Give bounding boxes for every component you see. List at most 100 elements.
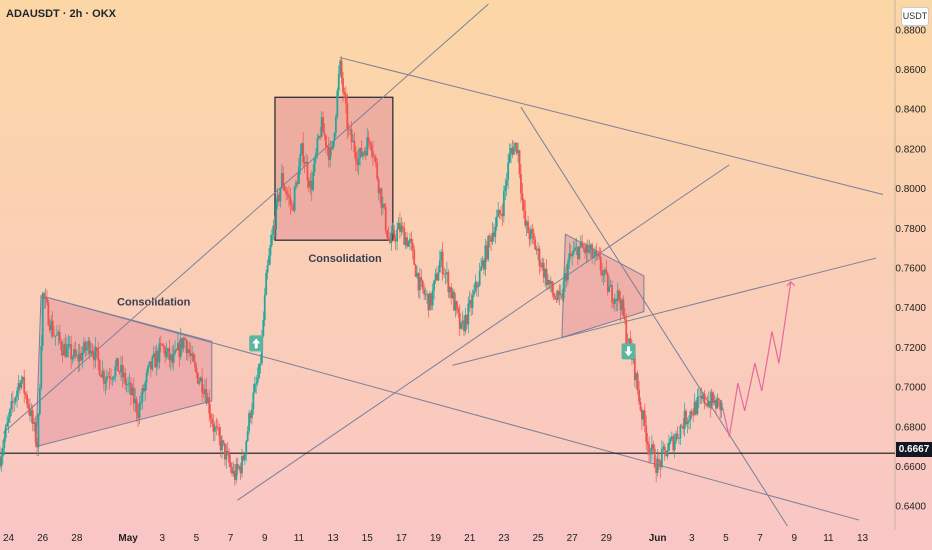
candle-body <box>692 414 695 416</box>
price-axis-tick: 0.8000 <box>895 184 926 195</box>
symbol-title[interactable]: ADAUSDT · 2h · OKX <box>6 8 116 20</box>
candle-body <box>531 229 534 234</box>
candle-body <box>94 347 97 361</box>
candle-body <box>478 270 481 286</box>
candle-body <box>336 90 339 117</box>
time-axis-tick: 9 <box>791 533 797 544</box>
candle-body <box>320 117 323 137</box>
candle-body <box>616 290 619 301</box>
candle-body <box>232 470 235 474</box>
candle-body <box>256 377 259 384</box>
current-price-badge: 0.6667 <box>896 442 932 457</box>
candle-body <box>112 376 115 379</box>
candle-body <box>159 343 162 345</box>
candle-body <box>241 455 243 474</box>
candle-body <box>487 236 490 260</box>
candle-body <box>238 466 241 469</box>
candle-body <box>158 343 161 363</box>
candle-body <box>424 294 427 296</box>
candle-body <box>579 241 582 247</box>
candle-body <box>194 361 196 368</box>
candle-body <box>188 349 191 354</box>
candle-body <box>604 269 606 273</box>
candle-body <box>682 426 685 429</box>
candle-body <box>75 354 78 356</box>
candle-body <box>498 209 501 214</box>
candle-body <box>662 446 665 449</box>
candle-body <box>122 372 125 378</box>
candle-body <box>551 281 554 293</box>
candle-body <box>715 400 717 409</box>
candle-body <box>488 236 491 238</box>
candle-body <box>702 393 705 400</box>
candle-body <box>650 444 653 452</box>
candle-body <box>689 411 692 421</box>
candle-body <box>199 377 202 382</box>
candle-body <box>315 152 317 158</box>
candle-body <box>475 282 478 288</box>
candle-body <box>413 249 416 265</box>
candle-body <box>56 334 58 336</box>
candle-body <box>258 363 260 378</box>
candle-body <box>618 290 621 300</box>
candle-body <box>646 441 649 445</box>
candle-body <box>549 281 552 285</box>
candle-body <box>383 203 386 207</box>
candle-body <box>248 413 250 432</box>
candle-body <box>369 141 371 146</box>
candle-body <box>541 262 544 268</box>
candle-body <box>712 392 714 403</box>
time-axis-tick: 28 <box>71 533 83 544</box>
candle-body <box>64 343 67 358</box>
candle-body <box>642 410 645 420</box>
candle-body <box>364 150 367 156</box>
projection-arrowhead <box>786 281 796 287</box>
candle-body <box>700 396 703 400</box>
candle-body <box>581 241 584 248</box>
candle-body <box>0 456 3 467</box>
candle-body <box>219 435 222 451</box>
arrow-up-icon <box>252 338 261 349</box>
candle-body <box>575 247 578 248</box>
candle-body <box>491 232 494 242</box>
candle-body <box>629 338 632 349</box>
time-axis-tick: 23 <box>498 533 510 544</box>
candle-body <box>460 322 463 329</box>
candle-body <box>390 232 393 243</box>
candle-body <box>27 404 30 409</box>
candle-body <box>485 245 488 260</box>
candle-body <box>696 397 699 415</box>
candle-body <box>497 209 500 217</box>
candle-body <box>326 146 329 148</box>
candle-body <box>376 162 379 179</box>
candle-body <box>512 146 515 155</box>
candle-body <box>225 450 228 460</box>
candle-body <box>538 248 541 266</box>
candle-body <box>548 279 551 285</box>
candle-body <box>212 423 215 432</box>
candle-body <box>206 397 209 404</box>
candle-body <box>401 226 404 228</box>
candle-body <box>205 389 208 404</box>
candle-body <box>124 372 127 385</box>
candle-body <box>559 294 562 295</box>
candle-body <box>403 227 406 245</box>
candle-body <box>125 384 128 386</box>
candle-body <box>613 298 616 304</box>
candle-body <box>359 147 362 158</box>
candle-body <box>448 287 451 293</box>
candle-body <box>518 150 521 174</box>
candle-body <box>446 272 448 274</box>
candle-body <box>23 376 26 394</box>
candle-body <box>242 455 245 460</box>
candle-body <box>349 129 352 131</box>
currency-badge[interactable]: USDT <box>901 7 929 26</box>
candle-body <box>625 319 628 344</box>
candle-body <box>167 348 169 352</box>
candle-body <box>73 349 75 358</box>
candle-body <box>243 454 246 460</box>
candle-body <box>564 273 566 282</box>
